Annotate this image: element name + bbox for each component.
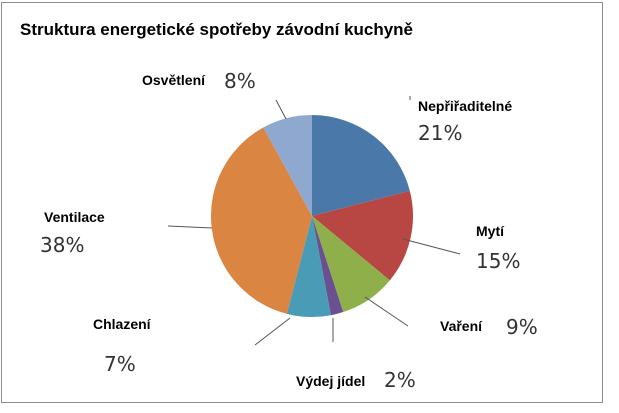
slice-value-label: 8% [224,69,256,93]
slice-label: Osvětlení [142,72,206,88]
pie-slice-nepřiřaditelné [312,115,410,216]
slice-label: Výdej jídel [296,373,365,389]
chart-title: Struktura energetické spotřeby závodní k… [20,20,414,39]
slice-value-label: 9% [506,315,538,339]
slice-label: Chlazení [93,316,152,332]
slice-label: Vaření [440,318,483,334]
pie-slice-mytí [312,190,413,281]
leader-line [167,225,213,229]
leader-line [275,99,287,120]
leader-line [254,317,291,346]
slice-value-label: 15% [476,249,520,273]
slice-value-label: 7% [104,352,136,376]
leader-line [364,296,409,327]
pie-slice-ventilace [210,127,312,314]
pie-slice-výdej-jídel [312,216,344,316]
pie-slice-osvětlení [263,115,312,216]
leader-line [402,238,461,255]
pie-slice-chlazení [286,216,331,317]
slice-label: Mytí [476,223,505,239]
slice-label: Nepřiřaditelné [418,98,512,114]
slice-label: Ventilace [44,209,105,225]
slice-value-label: 21% [418,121,462,145]
pie-slice-vaření [312,216,390,313]
slice-value-label: 38% [40,233,84,257]
slice-value-label: 2% [384,368,416,392]
